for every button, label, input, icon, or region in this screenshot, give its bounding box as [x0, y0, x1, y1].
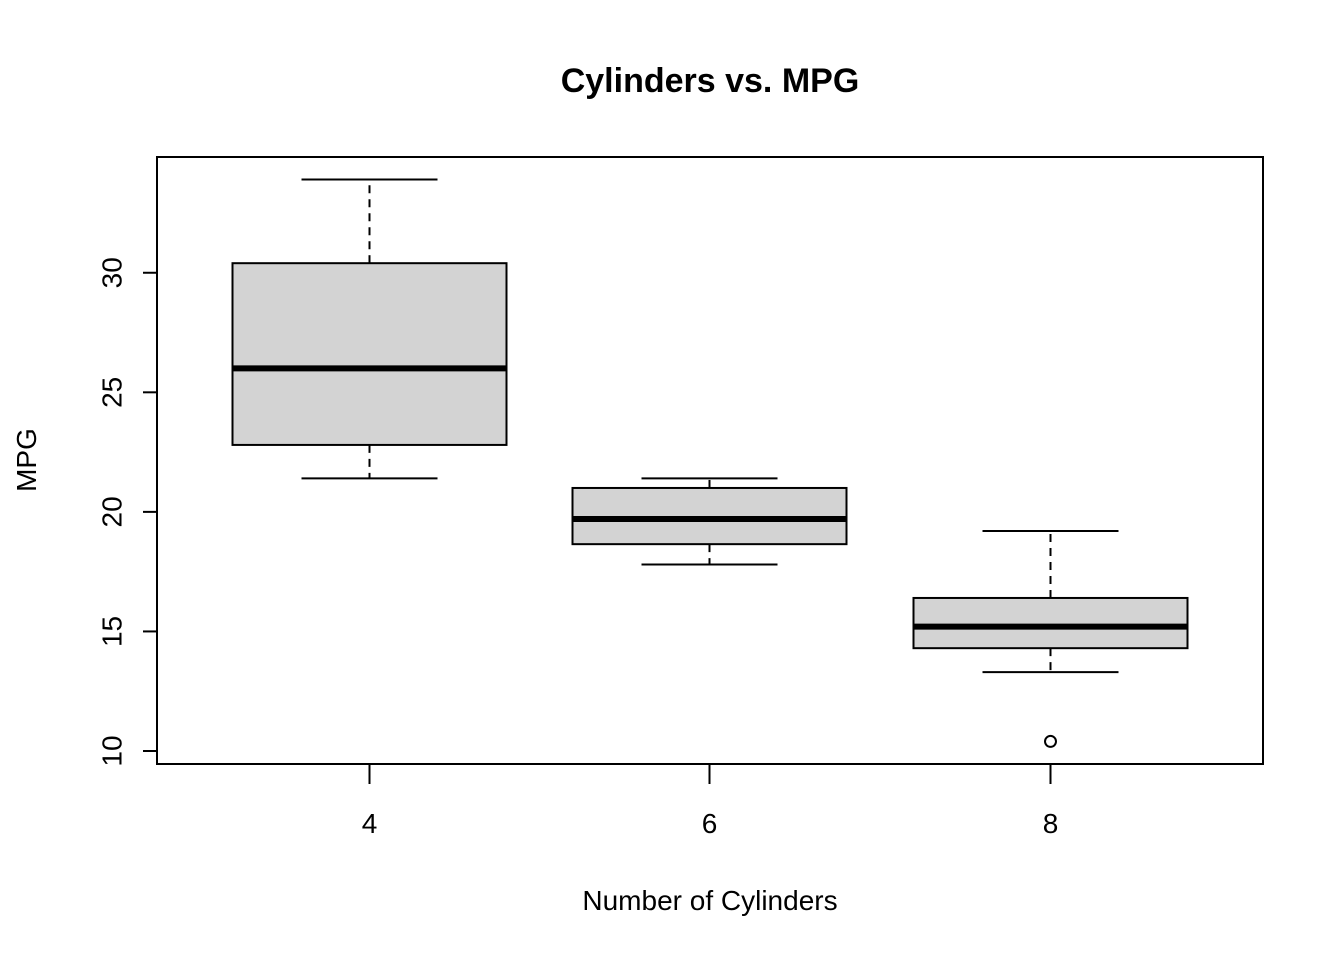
y-tick-label: 20 [97, 496, 128, 527]
y-tick-label: 15 [97, 616, 128, 647]
x-tick-label: 4 [362, 808, 378, 839]
iqr-box [912, 596, 1189, 650]
box-group-6 [571, 477, 848, 566]
x-tick-label: 8 [1043, 808, 1059, 839]
box-group-8 [912, 530, 1189, 748]
y-axis: 10 15 20 25 30 [97, 257, 158, 767]
x-axis: 4 6 8 [362, 763, 1059, 839]
y-tick-label: 30 [97, 257, 128, 288]
y-axis-label: MPG [11, 428, 42, 492]
boxes-layer [231, 178, 1189, 748]
chart-title: Cylinders vs. MPG [561, 62, 860, 100]
box-group-4 [231, 178, 508, 480]
outlier-point [1044, 734, 1057, 748]
y-tick-label: 25 [97, 377, 128, 408]
x-axis-label: Number of Cylinders [582, 885, 837, 916]
x-tick-label: 6 [702, 808, 718, 839]
y-tick-label: 10 [97, 735, 128, 766]
iqr-box [231, 262, 508, 446]
